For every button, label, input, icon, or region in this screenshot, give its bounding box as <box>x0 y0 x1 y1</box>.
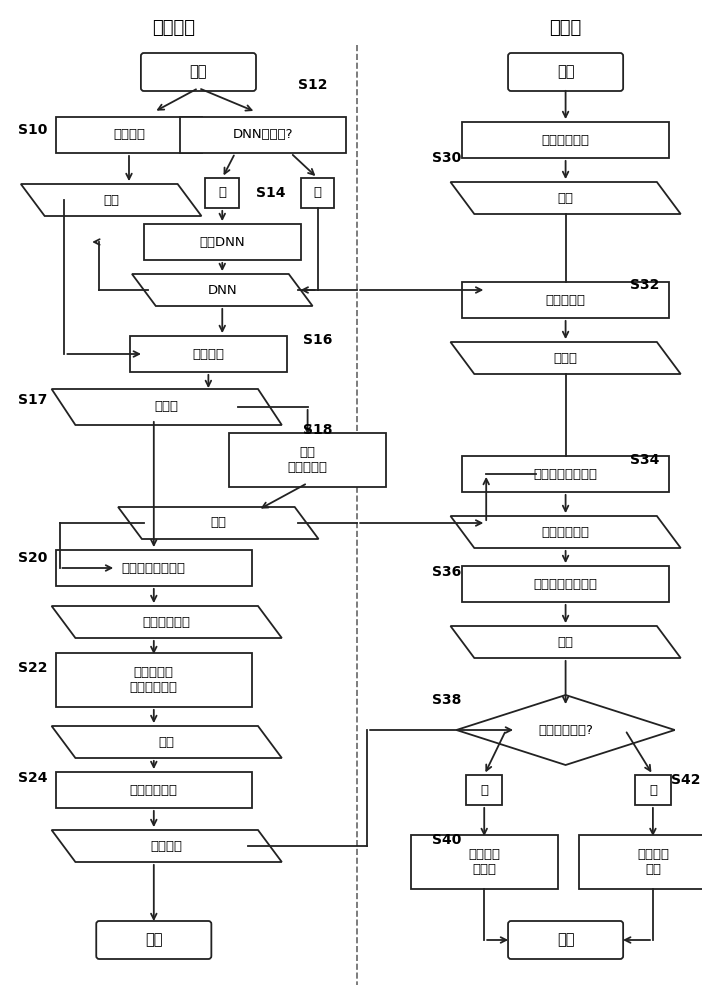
Text: 是: 是 <box>480 784 489 796</box>
Bar <box>462 282 669 318</box>
Polygon shape <box>450 182 681 214</box>
Bar <box>467 775 502 805</box>
Text: S34: S34 <box>630 453 660 467</box>
Text: 部署后: 部署后 <box>549 19 582 37</box>
Text: 变换观测値: 变换观测値 <box>546 294 585 306</box>
Polygon shape <box>118 507 319 539</box>
Polygon shape <box>52 726 282 758</box>
Text: 拟合
潜变量模型: 拟合 潜变量模型 <box>288 446 327 474</box>
Bar <box>411 835 558 889</box>
Bar <box>56 550 252 586</box>
Text: 确定距离阈値: 确定距离阈値 <box>130 784 177 796</box>
Text: 对激活値进行投影: 对激活値进行投影 <box>534 468 597 481</box>
Bar <box>462 122 669 158</box>
Text: S42: S42 <box>671 773 700 787</box>
Text: 投影的激活値: 投影的激活値 <box>143 615 191 629</box>
Text: S38: S38 <box>432 693 461 707</box>
Bar <box>206 178 239 208</box>
Bar <box>56 117 202 153</box>
Polygon shape <box>52 606 282 638</box>
FancyBboxPatch shape <box>508 53 623 91</box>
Text: 接收新观测値: 接收新观测値 <box>542 133 590 146</box>
FancyBboxPatch shape <box>508 921 623 959</box>
Text: 投影的激活値: 投影的激活値 <box>542 526 590 538</box>
Bar <box>580 835 707 889</box>
Bar <box>635 775 671 805</box>
Text: S20: S20 <box>18 551 47 565</box>
Text: S10: S10 <box>18 123 47 137</box>
Text: S22: S22 <box>18 661 47 675</box>
Polygon shape <box>450 516 681 548</box>
Text: S17: S17 <box>18 393 47 407</box>
Bar <box>300 178 334 208</box>
Text: 计算新数据的距离: 计算新数据的距离 <box>534 578 597 590</box>
Text: 是: 是 <box>313 186 322 200</box>
Bar <box>56 653 252 707</box>
Text: 计算数据的
激活値的距离: 计算数据的 激活値的距离 <box>130 666 177 694</box>
Text: 数据: 数据 <box>558 192 573 205</box>
Bar <box>229 433 386 487</box>
FancyBboxPatch shape <box>96 921 211 959</box>
Text: 观测値是
异常値: 观测値是 异常値 <box>468 848 501 876</box>
Polygon shape <box>52 830 282 862</box>
Text: 可以信任
预测: 可以信任 预测 <box>637 848 669 876</box>
Text: 结束: 结束 <box>557 932 574 948</box>
Text: S36: S36 <box>432 565 461 579</box>
Text: 否: 否 <box>218 186 226 200</box>
Text: S40: S40 <box>432 833 461 847</box>
Text: 数据: 数据 <box>103 194 119 207</box>
Text: 系统设置: 系统设置 <box>152 19 195 37</box>
Text: 获取数据: 获取数据 <box>113 128 145 141</box>
FancyBboxPatch shape <box>141 53 256 91</box>
Text: 对激活値进行投影: 对激活値进行投影 <box>122 562 186 574</box>
Text: DNN被训练?: DNN被训练? <box>233 128 293 141</box>
Polygon shape <box>52 389 282 425</box>
Text: 模型: 模型 <box>210 516 226 530</box>
Polygon shape <box>21 184 201 216</box>
Text: S14: S14 <box>256 186 286 200</box>
Polygon shape <box>450 342 681 374</box>
Bar <box>130 336 287 372</box>
Polygon shape <box>132 274 312 306</box>
Polygon shape <box>450 626 681 658</box>
Text: S32: S32 <box>630 278 660 292</box>
Bar <box>462 566 669 602</box>
Bar <box>462 456 669 492</box>
Text: S30: S30 <box>432 151 461 165</box>
Bar <box>56 772 252 808</box>
Text: 激活値: 激活値 <box>554 352 578 364</box>
Text: DNN: DNN <box>207 284 237 296</box>
Polygon shape <box>457 695 674 765</box>
Bar <box>180 117 346 153</box>
Bar <box>144 224 300 260</box>
Text: 距离: 距离 <box>158 736 175 748</box>
Text: 开始: 开始 <box>557 64 574 80</box>
Text: S12: S12 <box>298 78 327 92</box>
Text: 距离大于阈値?: 距离大于阈値? <box>538 724 593 736</box>
Text: S18: S18 <box>303 423 332 437</box>
Text: 激活値: 激活値 <box>155 400 179 414</box>
Text: 训练DNN: 训练DNN <box>199 235 245 248</box>
Text: 结束: 结束 <box>145 932 163 948</box>
Text: 开始: 开始 <box>189 64 207 80</box>
Text: 变换数据: 变换数据 <box>192 348 224 360</box>
Text: 距离: 距离 <box>558 636 573 648</box>
Text: 否: 否 <box>649 784 657 796</box>
Text: S24: S24 <box>18 771 47 785</box>
Text: 距离阈値: 距离阈値 <box>151 840 182 852</box>
Text: S16: S16 <box>303 333 332 347</box>
